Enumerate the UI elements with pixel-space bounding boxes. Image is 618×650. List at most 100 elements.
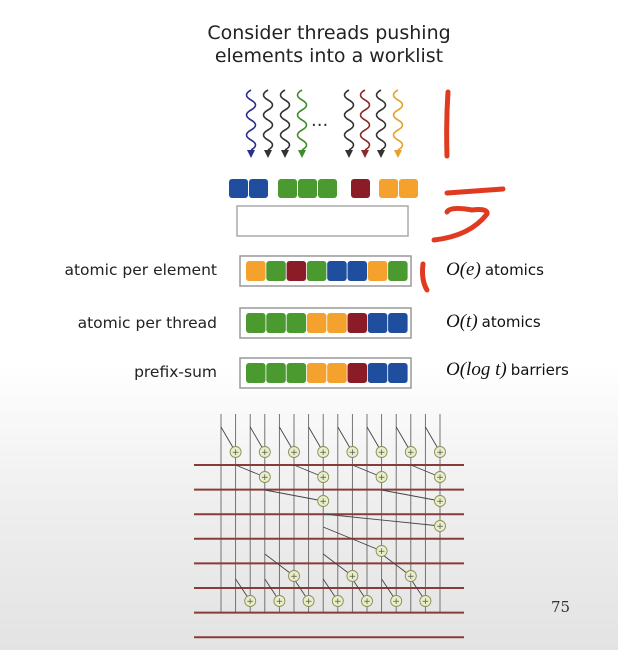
worklist-cell: [246, 261, 266, 281]
adder-plus-sign: +: [305, 597, 313, 607]
label-atomic-per-element: atomic per element: [64, 261, 217, 279]
scan-edge: [322, 553, 353, 577]
adder-node: [346, 570, 359, 582]
complexity-atomic-per-element: O(e) atomics: [446, 259, 544, 281]
adder-plus-sign: +: [232, 448, 240, 458]
adder-plus-sign: +: [349, 572, 357, 582]
method-worklists: [239, 255, 412, 389]
worklist-cell: [246, 313, 266, 333]
thread-element-groups: [229, 179, 418, 198]
adder-plus-sign: +: [436, 448, 444, 458]
adder-node: [317, 471, 330, 483]
thread-arrowhead: [281, 150, 289, 158]
label-atomic-per-thread: atomic per thread: [77, 314, 217, 332]
annotation-stroke: [431, 205, 490, 243]
adder-plus-sign: +: [407, 572, 415, 582]
adder-node: [434, 446, 446, 458]
worklist-cell: [306, 363, 327, 383]
worklist-cell: [347, 313, 367, 333]
adder-node: [302, 595, 315, 607]
slide-title: Consider threads pushing elements into a…: [0, 22, 618, 68]
thread-arrow: [262, 89, 274, 151]
adder-plus-sign: +: [436, 473, 444, 483]
adder-node: [244, 595, 257, 607]
thread-arrowhead: [264, 150, 272, 158]
worklist-cell: [347, 363, 367, 383]
thread-arrowhead: [345, 150, 353, 158]
thread-arrowhead: [298, 150, 306, 158]
adder-plus-sign: +: [378, 448, 386, 458]
adder-node: [273, 595, 286, 607]
worklist-cell: [266, 363, 286, 383]
adder-node: [361, 595, 373, 607]
worklist-cell: [266, 261, 286, 281]
adder-node: [258, 471, 271, 483]
scan-edge: [323, 513, 441, 527]
adder-plus-sign: +: [261, 473, 269, 483]
thread-arrows: [245, 89, 404, 158]
scan-edge: [381, 553, 412, 577]
adder-node: [346, 446, 359, 458]
adder-node: [317, 495, 330, 507]
worklist-cell: [388, 261, 408, 281]
thread-arrowhead: [394, 150, 402, 158]
thread-arrow: [296, 89, 308, 151]
label-prefix-sum: prefix-sum: [134, 363, 217, 381]
adder-plus-sign: +: [422, 597, 430, 607]
adder-node: [258, 446, 271, 458]
complexity-atomic-per-thread: O(t) atomics: [446, 311, 541, 333]
adder-node: [331, 595, 344, 607]
thread-arrow: [375, 89, 387, 151]
adder-plus-sign: +: [319, 448, 327, 458]
complexity-math: O(e): [446, 259, 481, 280]
adder-plus-sign: +: [407, 448, 415, 458]
element-cell: [249, 179, 268, 198]
complexity-word: atomics: [481, 313, 541, 331]
thread-ellipsis: ...: [311, 110, 328, 131]
element-cell: [298, 179, 317, 198]
adder-plus-sign: +: [319, 497, 327, 507]
adder-node: [288, 570, 300, 582]
adder-node: [317, 446, 330, 458]
adder-node: [390, 595, 403, 607]
adder-plus-sign: +: [363, 597, 371, 607]
adder-plus-sign: +: [392, 597, 400, 607]
adder-node: [375, 471, 388, 483]
adder-node: [375, 545, 388, 557]
element-cell: [318, 179, 337, 198]
adder-node: [404, 570, 417, 582]
element-cell: [229, 179, 248, 198]
worklist-cell: [327, 261, 347, 281]
thread-arrow: [359, 89, 371, 151]
adder-plus-sign: +: [378, 473, 386, 483]
scan-edge: [323, 526, 382, 552]
thread-arrow: [245, 89, 257, 151]
complexity-math: O(t): [446, 311, 478, 332]
worklist-cell: [327, 313, 347, 333]
thread-arrowhead: [247, 150, 255, 158]
complexity-prefix-sum: O(log t) barriers: [446, 359, 569, 381]
complexity-math: O(log t): [446, 359, 507, 380]
worklist-cell: [388, 313, 408, 333]
adder-node: [229, 446, 242, 458]
worklist-cell: [347, 261, 367, 281]
adder-plus-sign: +: [349, 448, 357, 458]
handwritten-annotations: [420, 89, 506, 293]
adder-plus-sign: +: [290, 448, 298, 458]
worklist-cell: [367, 261, 388, 281]
thread-arrow: [343, 89, 355, 151]
adder-plus-sign: +: [290, 572, 298, 582]
slide-number: 75: [551, 598, 571, 616]
adder-node: [434, 520, 446, 532]
worklist-cell: [266, 313, 286, 333]
annotation-stroke: [420, 261, 430, 293]
adder-plus-sign: +: [436, 522, 444, 532]
adder-plus-sign: +: [276, 597, 284, 607]
worklist-cell: [367, 313, 388, 333]
thread-arrowhead: [361, 150, 369, 158]
scan-edge: [264, 553, 295, 577]
adder-node: [375, 446, 388, 458]
adder-node: [434, 495, 446, 507]
thread-arrowhead: [377, 150, 385, 158]
